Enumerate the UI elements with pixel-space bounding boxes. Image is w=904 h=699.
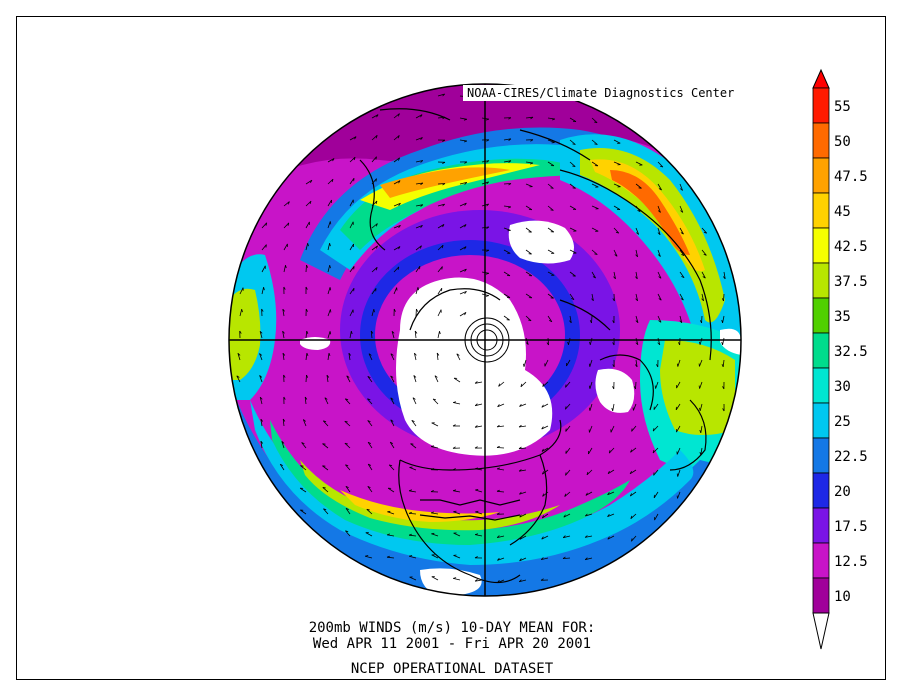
colorbar-bottom-arrow — [812, 612, 830, 650]
colorbar-swatch — [812, 227, 830, 264]
colorbar-tick-label: 25 — [834, 414, 851, 430]
credit-label: NOAA-CIRES/Climate Diagnostics Center — [463, 85, 743, 101]
colorbar-swatch — [812, 437, 830, 474]
colorbar-swatch — [812, 332, 830, 369]
colorbar-tick-label: 17.5 — [834, 519, 868, 535]
colorbar-swatch — [812, 157, 830, 194]
colorbar-tick-label: 12.5 — [834, 554, 868, 570]
caption-title: 200mb WINDS (m/s) 10-DAY MEAN FOR: — [308, 620, 596, 636]
colorbar-swatch — [812, 402, 830, 439]
colorbar-tick-label: 37.5 — [834, 274, 868, 290]
colorbar-swatch — [812, 297, 830, 334]
colorbar-swatch — [812, 87, 830, 124]
colorbar-tick-label: 22.5 — [834, 449, 868, 465]
colorbar-tick-label: 35 — [834, 309, 851, 325]
colorbar-swatch — [812, 122, 830, 159]
colorbar-swatch — [812, 577, 830, 614]
caption-dataset: NCEP OPERATIONAL DATASET — [350, 661, 554, 677]
pole-contours — [464, 317, 510, 363]
colorbar-tick-label: 45 — [834, 204, 851, 220]
colorbar-tick-label: 30 — [834, 379, 851, 395]
colorbar-swatch — [812, 507, 830, 544]
caption-dates: Wed APR 11 2001 - Fri APR 20 2001 — [312, 636, 592, 652]
colorbar-tick-label: 50 — [834, 134, 851, 150]
colorbar-tick-label: 20 — [834, 484, 851, 500]
plot-frame — [16, 16, 886, 680]
colorbar-tick-label: 47.5 — [834, 169, 868, 185]
colorbar-top-arrow — [812, 68, 830, 89]
colorbar-swatch — [812, 262, 830, 299]
colorbar-tick-label: 32.5 — [834, 344, 868, 360]
colorbar-swatch — [812, 367, 830, 404]
colorbar-swatch — [812, 472, 830, 509]
colorbar-tick-label: 42.5 — [834, 239, 868, 255]
colorbar-tick-label: 10 — [834, 589, 851, 605]
colorbar-swatch — [812, 192, 830, 229]
colorbar — [812, 68, 830, 650]
colorbar-swatch — [812, 542, 830, 579]
colorbar-tick-label: 55 — [834, 99, 851, 115]
